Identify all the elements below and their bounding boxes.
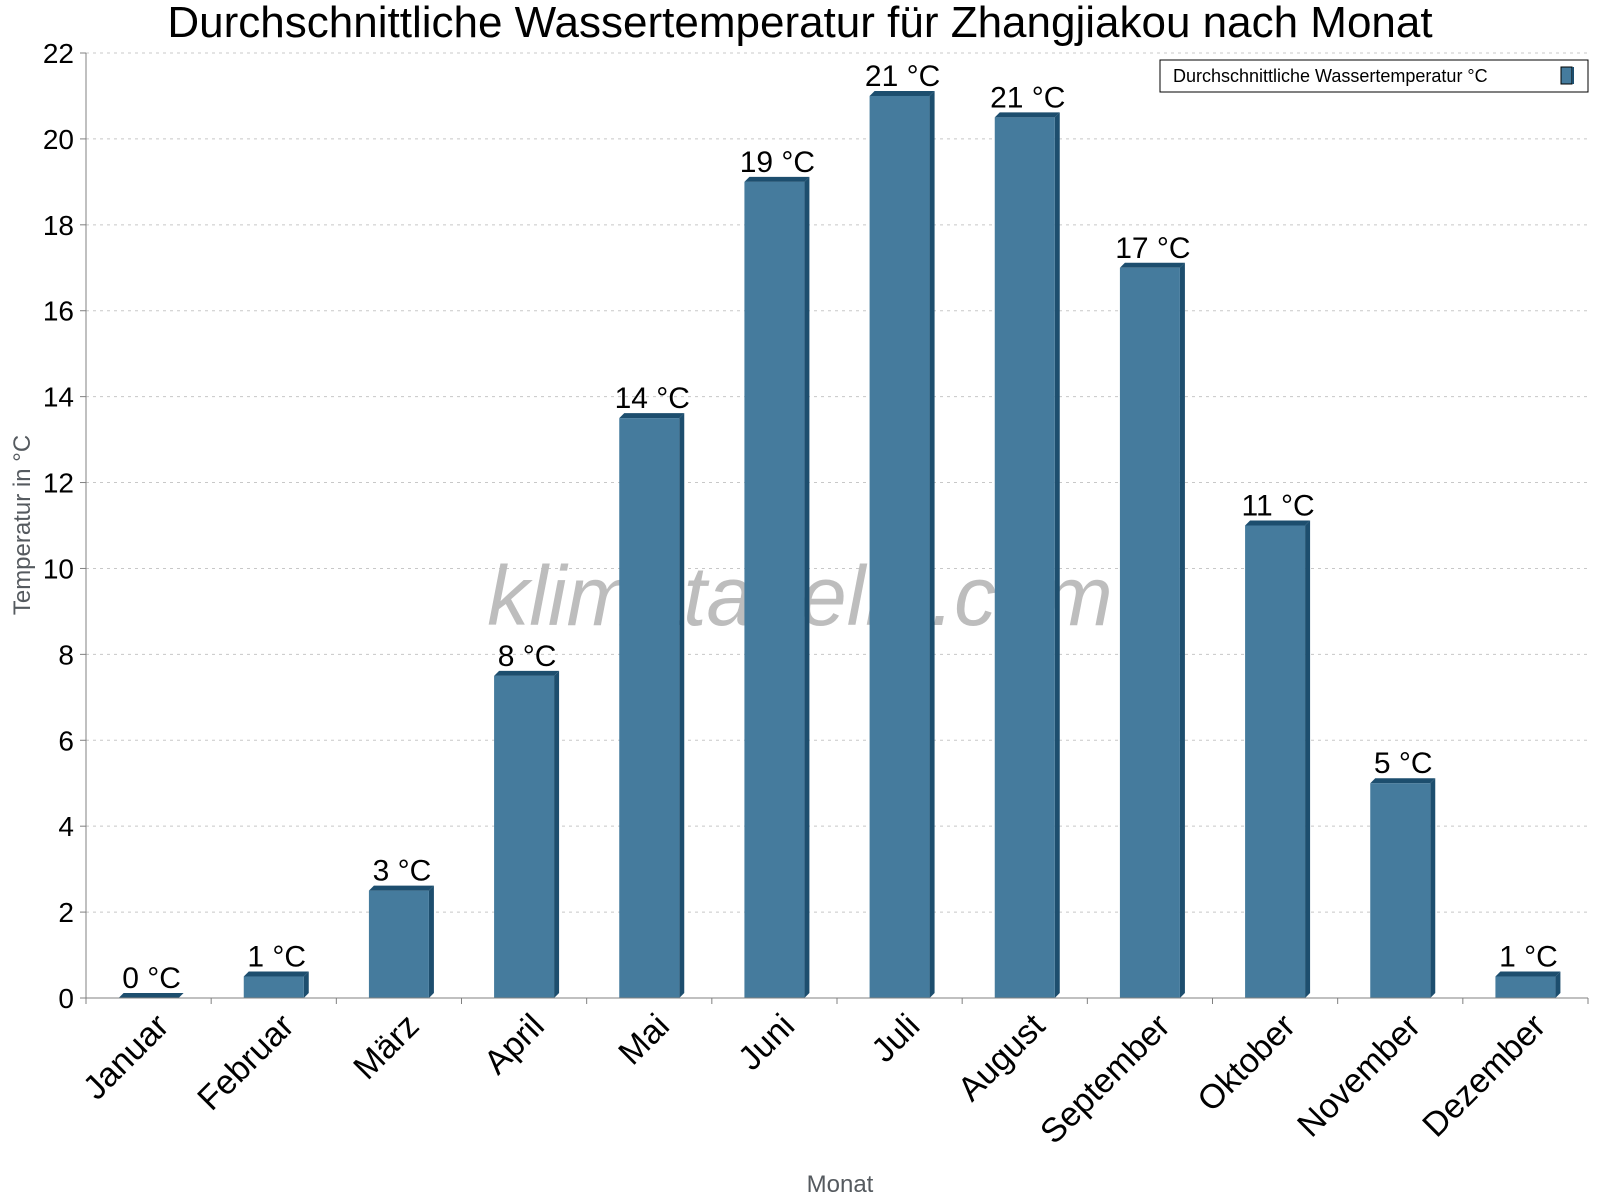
data-label: 21 °C xyxy=(865,60,940,93)
bar-side xyxy=(1179,262,1185,999)
bar-side xyxy=(1555,971,1561,998)
bar xyxy=(619,418,680,998)
data-label: 19 °C xyxy=(740,146,815,179)
y-tick-label: 10 xyxy=(43,553,74,584)
x-tick-label: Januar xyxy=(76,1007,176,1107)
data-label: 3 °C xyxy=(373,855,432,888)
x-tick-label: Mai xyxy=(611,1007,677,1073)
bars: 0 °C 1 °C 3 °C 8 °C 14 °C 19 °C 21 °C 21 °C 17 °… xyxy=(118,60,1561,999)
data-label: 11 °C xyxy=(1242,490,1315,523)
bar-top xyxy=(368,885,434,891)
bar-side xyxy=(428,885,434,998)
bar xyxy=(368,890,429,998)
x-tick-label: Juli xyxy=(864,1007,927,1070)
x-tick-label: April xyxy=(477,1007,552,1082)
x-tick-label: Juni xyxy=(731,1007,802,1078)
data-label: 5 °C xyxy=(1374,747,1433,780)
bar-top xyxy=(619,413,685,419)
y-tick-label: 0 xyxy=(58,983,74,1014)
data-label: 0 °C xyxy=(122,962,181,995)
bar-top xyxy=(1370,778,1436,784)
bar-group: 21 °C xyxy=(990,81,1065,998)
bar-side xyxy=(303,971,309,998)
bar-top xyxy=(118,993,184,998)
bar xyxy=(1370,783,1431,998)
data-label: 17 °C xyxy=(1115,232,1190,265)
legend-label: Durchschnittliche Wassertemperatur °C xyxy=(1173,66,1488,86)
y-tick-label: 14 xyxy=(43,382,74,413)
bar-top xyxy=(1119,262,1185,268)
bar-group: 11 °C xyxy=(1242,490,1315,998)
bar-group: 19 °C xyxy=(740,146,815,998)
bar-top xyxy=(494,670,560,676)
y-tick-label: 6 xyxy=(58,725,74,756)
bar-group: 14 °C xyxy=(615,382,690,998)
legend-swatch-side xyxy=(1572,67,1574,84)
bar-group: 17 °C xyxy=(1115,232,1191,999)
bar-side xyxy=(679,413,685,998)
y-tick-label: 8 xyxy=(58,639,74,670)
y-tick-label: 2 xyxy=(58,897,74,928)
legend-box xyxy=(1159,59,1589,93)
y-tick-label: 20 xyxy=(43,124,74,155)
y-tick-label: 16 xyxy=(43,296,74,327)
bar-group: 5 °C xyxy=(1370,747,1436,998)
gridlines xyxy=(86,52,1588,913)
bar-top xyxy=(869,90,935,96)
y-tick-label: 22 xyxy=(43,38,74,69)
x-tick-label: Oktober xyxy=(1190,1007,1302,1119)
bar xyxy=(1495,976,1556,998)
bar-group: 1 °C xyxy=(1495,941,1561,998)
bar xyxy=(994,117,1055,998)
x-tick-label: Februar xyxy=(190,1007,301,1118)
bar-top xyxy=(243,971,309,977)
bar xyxy=(869,95,930,999)
x-tick-label: August xyxy=(951,1006,1053,1108)
bar-top xyxy=(1495,971,1561,977)
bar-top xyxy=(994,112,1060,118)
bar-side xyxy=(554,670,560,998)
data-label: 1 °C xyxy=(247,941,306,974)
y-tick-label: 4 xyxy=(58,811,74,842)
bar-group: 3 °C xyxy=(368,855,434,998)
bar-group: 1 °C xyxy=(243,941,309,998)
chart-title: Durchschnittliche Wassertemperatur für Z… xyxy=(167,0,1432,47)
legend-swatch xyxy=(1560,66,1573,85)
data-label: 1 °C xyxy=(1499,941,1558,974)
x-axis-label: Monat xyxy=(807,1171,874,1198)
y-axis-label: Temperatur in °C xyxy=(9,435,36,615)
bar-group: 8 °C xyxy=(494,640,560,998)
data-label: 21 °C xyxy=(990,81,1065,114)
bar-group: 0 °C xyxy=(118,962,184,999)
bar-top xyxy=(1245,520,1311,526)
bar-side xyxy=(1054,112,1060,998)
bar-side xyxy=(1305,520,1311,998)
x-tick-label: März xyxy=(346,1007,426,1087)
bar-group: 21 °C xyxy=(865,60,940,999)
bar xyxy=(744,181,805,998)
legend: Durchschnittliche Wassertemperatur °C xyxy=(1159,59,1589,93)
bar xyxy=(494,675,555,998)
bar-side xyxy=(804,176,810,998)
bar xyxy=(1245,525,1306,998)
y-tick-label: 18 xyxy=(43,210,74,241)
bar-top xyxy=(744,176,810,182)
x-tick-label: November xyxy=(1290,1007,1428,1145)
data-label: 8 °C xyxy=(498,640,557,673)
x-tick-label: Dezember xyxy=(1415,1007,1553,1145)
bar xyxy=(243,976,304,998)
y-tick-label: 12 xyxy=(43,468,74,499)
bar-side xyxy=(1430,778,1436,998)
bar xyxy=(1119,267,1180,999)
bar-side xyxy=(929,90,935,999)
x-tick-label: September xyxy=(1033,1007,1177,1151)
data-label: 14 °C xyxy=(615,382,690,415)
